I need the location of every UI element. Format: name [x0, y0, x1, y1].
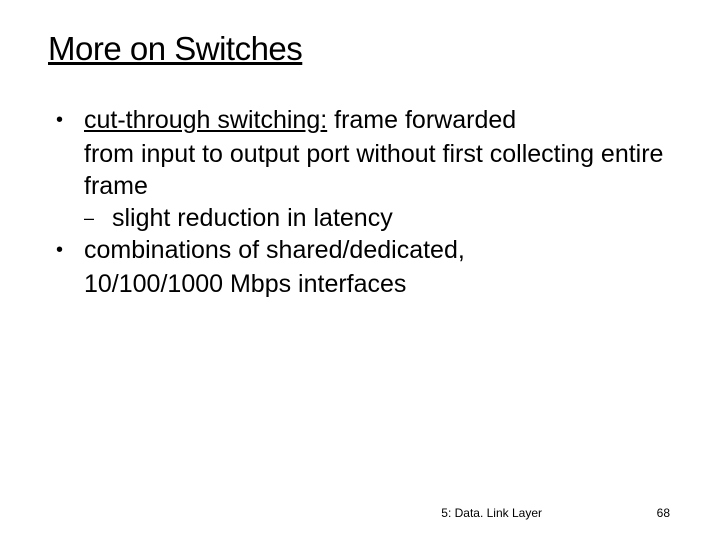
sub-bullet-item: – slight reduction in latency: [54, 202, 672, 234]
bullet-text-wrap: 10/100/1000 Mbps interfaces: [54, 268, 672, 300]
sub-bullet-text: slight reduction in latency: [112, 202, 393, 234]
bullet-marker: •: [54, 104, 84, 136]
bullet-text-wrap: from input to output port without first …: [54, 138, 672, 202]
bullet-item: • cut-through switching: frame forwarded: [54, 104, 672, 136]
slide-title: More on Switches: [48, 30, 672, 68]
bullet-item: • combinations of shared/dedicated,: [54, 234, 672, 266]
bullet-text-rest: combinations of shared/dedicated,: [84, 236, 465, 264]
bullet-marker: •: [54, 234, 84, 266]
bullet-text-rest: frame forwarded: [327, 106, 516, 134]
sub-bullet-marker: –: [84, 202, 112, 234]
bullet-term: cut-through switching:: [84, 106, 327, 134]
footer-page-number: 68: [657, 506, 670, 520]
footer-section: 5: Data. Link Layer: [441, 506, 542, 520]
slide-body: • cut-through switching: frame forwarded…: [48, 104, 672, 300]
